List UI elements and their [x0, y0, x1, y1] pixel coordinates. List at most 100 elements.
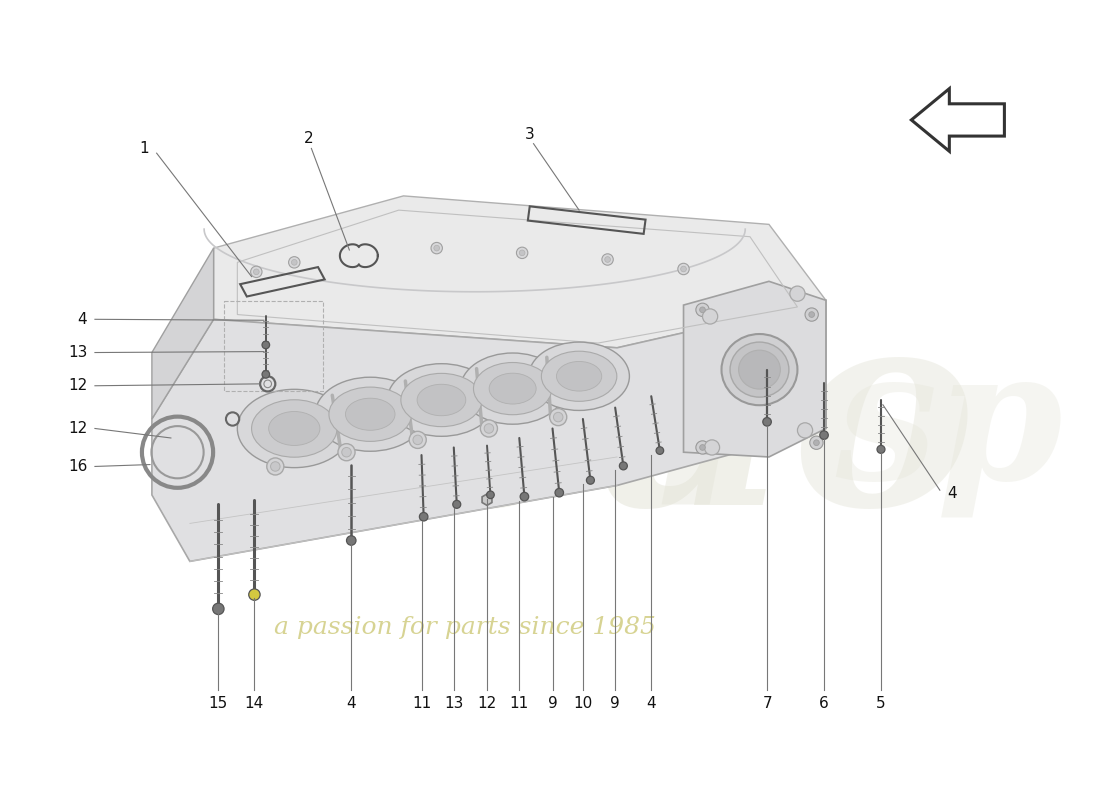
Circle shape — [703, 309, 717, 324]
Text: 10: 10 — [573, 696, 593, 711]
Circle shape — [602, 254, 614, 265]
Circle shape — [877, 446, 886, 454]
Circle shape — [820, 431, 828, 439]
Ellipse shape — [316, 378, 426, 451]
Text: 9: 9 — [548, 696, 558, 711]
Text: 2: 2 — [304, 131, 313, 146]
Circle shape — [520, 492, 529, 501]
Circle shape — [481, 420, 497, 437]
Text: 12: 12 — [68, 378, 87, 394]
Text: 9: 9 — [610, 696, 620, 711]
Circle shape — [342, 447, 351, 457]
Text: 12: 12 — [68, 421, 87, 436]
Ellipse shape — [238, 390, 351, 468]
Circle shape — [808, 312, 814, 318]
Ellipse shape — [730, 342, 789, 397]
Circle shape — [762, 418, 771, 426]
Circle shape — [249, 589, 260, 600]
Circle shape — [696, 441, 710, 454]
Text: 1: 1 — [140, 141, 150, 156]
Ellipse shape — [417, 384, 465, 416]
Ellipse shape — [541, 351, 617, 402]
Text: 6: 6 — [820, 696, 829, 711]
Circle shape — [810, 436, 823, 450]
Ellipse shape — [387, 364, 496, 436]
Text: 16: 16 — [68, 459, 87, 474]
Polygon shape — [482, 494, 492, 506]
Text: a passion for parts since 1985: a passion for parts since 1985 — [274, 616, 656, 639]
Circle shape — [212, 603, 224, 614]
Text: 5: 5 — [877, 696, 886, 711]
Circle shape — [700, 445, 705, 450]
Text: 11: 11 — [411, 696, 431, 711]
Ellipse shape — [473, 362, 552, 414]
Circle shape — [556, 489, 563, 497]
Circle shape — [338, 444, 355, 461]
Circle shape — [431, 242, 442, 254]
Circle shape — [253, 269, 260, 274]
Ellipse shape — [252, 400, 337, 457]
Circle shape — [519, 250, 525, 256]
Text: 3: 3 — [525, 126, 535, 142]
Circle shape — [553, 412, 563, 422]
Circle shape — [586, 476, 594, 484]
Circle shape — [271, 462, 281, 471]
Circle shape — [681, 266, 686, 272]
Text: 13: 13 — [444, 696, 463, 711]
Circle shape — [453, 500, 461, 508]
Polygon shape — [152, 248, 213, 419]
Text: sp: sp — [835, 340, 1064, 517]
Text: 15: 15 — [209, 696, 228, 711]
Circle shape — [346, 536, 356, 546]
Circle shape — [678, 263, 690, 274]
Circle shape — [516, 247, 528, 258]
Ellipse shape — [400, 374, 482, 426]
Circle shape — [288, 257, 300, 268]
Circle shape — [700, 307, 705, 313]
Ellipse shape — [557, 362, 602, 391]
Circle shape — [267, 458, 284, 475]
Ellipse shape — [268, 411, 320, 446]
Circle shape — [262, 370, 270, 378]
Circle shape — [790, 286, 805, 302]
Circle shape — [656, 446, 663, 454]
Circle shape — [412, 435, 422, 445]
Polygon shape — [912, 89, 1004, 151]
Text: 14: 14 — [245, 696, 264, 711]
Circle shape — [814, 440, 820, 446]
Circle shape — [805, 308, 818, 322]
Text: 4: 4 — [78, 312, 87, 327]
Ellipse shape — [738, 350, 780, 389]
Text: ro: ro — [646, 294, 977, 563]
Circle shape — [292, 259, 297, 265]
Text: eu: eu — [408, 294, 786, 563]
Text: 13: 13 — [68, 345, 87, 360]
Text: 12: 12 — [477, 696, 496, 711]
Circle shape — [550, 409, 566, 426]
Circle shape — [262, 341, 270, 349]
Circle shape — [409, 431, 427, 449]
Ellipse shape — [461, 353, 565, 424]
Ellipse shape — [529, 342, 629, 410]
Text: 11: 11 — [509, 696, 529, 711]
Polygon shape — [683, 282, 826, 457]
Ellipse shape — [329, 387, 411, 442]
Text: 7: 7 — [762, 696, 772, 711]
Text: 4: 4 — [947, 486, 957, 501]
Polygon shape — [213, 196, 826, 348]
Text: 4: 4 — [346, 696, 356, 711]
Circle shape — [486, 491, 494, 498]
Circle shape — [605, 257, 610, 262]
Ellipse shape — [345, 398, 395, 430]
Text: 4: 4 — [647, 696, 656, 711]
Ellipse shape — [722, 334, 798, 406]
Circle shape — [251, 266, 262, 278]
Circle shape — [419, 513, 428, 521]
Circle shape — [798, 422, 813, 438]
Circle shape — [484, 424, 494, 434]
Ellipse shape — [490, 373, 536, 404]
Circle shape — [433, 246, 440, 251]
Circle shape — [696, 303, 710, 317]
Polygon shape — [152, 300, 826, 562]
Circle shape — [619, 462, 627, 470]
